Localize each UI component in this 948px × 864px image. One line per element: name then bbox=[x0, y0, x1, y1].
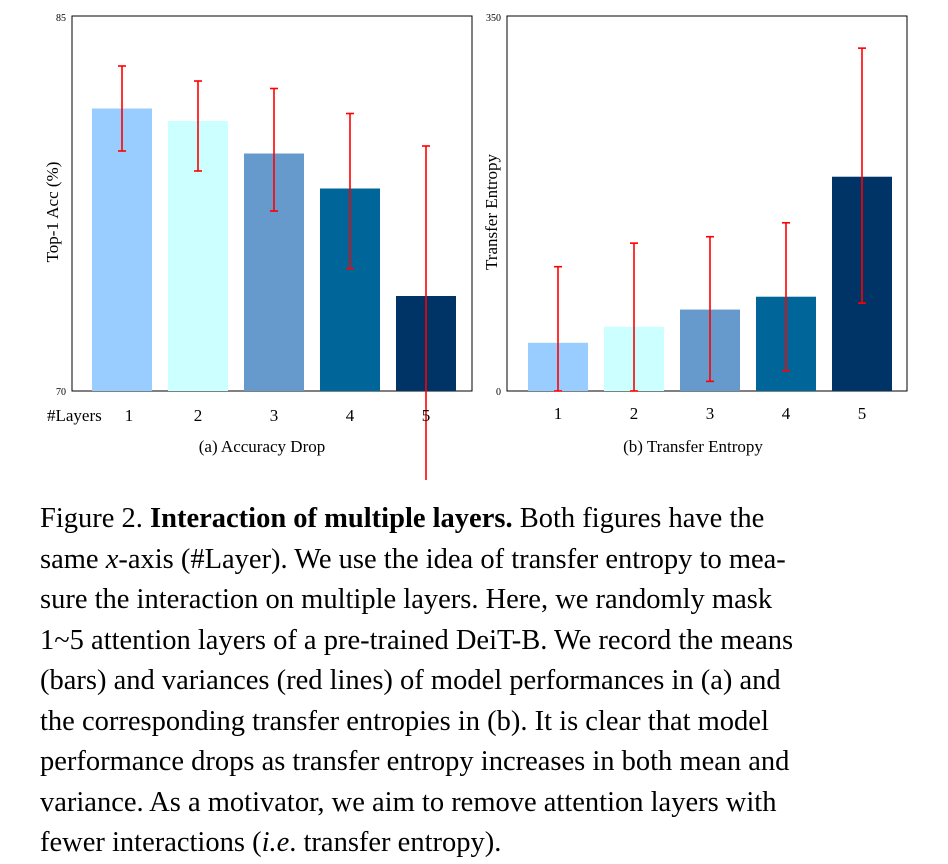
y-tick-bottom: 70 bbox=[56, 387, 66, 398]
x-axis-label: #Layers bbox=[47, 406, 102, 425]
subcaption-a: (a) Accuracy Drop bbox=[199, 437, 326, 456]
caption-line: the corresponding transfer entropies in … bbox=[40, 705, 769, 737]
caption-line: performance drops as transfer entropy in… bbox=[40, 746, 790, 777]
error-bar-1 bbox=[118, 65, 126, 152]
figure: 85 70 Top-1 Acc (%) #Layers 1 2 3 4 5 (a) Ac… bbox=[43, 13, 908, 480]
caption-line: (bars) and variances (red lines) of mode… bbox=[40, 665, 781, 696]
caption-line: variance. As a motivator, we aim to remo… bbox=[40, 786, 777, 818]
bar-1 bbox=[92, 108, 152, 391]
accuracy-drop-chart: 85 70 Top-1 Acc (%) #Layers 1 2 3 4 5 (a) Ac… bbox=[43, 13, 473, 480]
y-tick-bottom: 0 bbox=[496, 387, 501, 398]
x-tick-2: 2 bbox=[194, 406, 203, 425]
y-axis-label: Transfer Entropy bbox=[482, 154, 501, 270]
x-tick-3: 3 bbox=[706, 404, 715, 423]
figure-caption: Figure 2. Interaction of multiple layers… bbox=[40, 499, 910, 864]
x-tick-4: 4 bbox=[346, 406, 355, 425]
x-tick-5: 5 bbox=[422, 406, 431, 425]
caption-line: Figure 2. Interaction of multiple layers… bbox=[40, 503, 765, 534]
x-tick-3: 3 bbox=[270, 406, 279, 425]
x-tick-5: 5 bbox=[858, 404, 867, 423]
error-bar-4 bbox=[346, 112, 354, 270]
error-bar-5 bbox=[858, 47, 866, 304]
error-bar-4 bbox=[782, 221, 790, 372]
x-tick-1: 1 bbox=[554, 404, 563, 423]
error-bar-2 bbox=[630, 242, 638, 392]
error-bars bbox=[118, 65, 430, 480]
x-tick-labels: 1 2 3 4 5 bbox=[125, 406, 431, 425]
caption-line: sure the interaction on multiple layers.… bbox=[40, 584, 773, 615]
x-tick-labels: 1 2 3 4 5 bbox=[554, 404, 867, 423]
subcaption-b: (b) Transfer Entropy bbox=[623, 437, 763, 456]
error-bar-1 bbox=[554, 265, 562, 392]
y-tick-top: 350 bbox=[486, 13, 501, 24]
caption-line: fewer interactions (i.e. transfer entrop… bbox=[40, 827, 502, 858]
x-tick-4: 4 bbox=[782, 404, 791, 423]
error-bars bbox=[554, 47, 866, 392]
error-bar-5 bbox=[422, 145, 430, 480]
y-axis-label: Top-1 Acc (%) bbox=[43, 162, 62, 263]
transfer-entropy-chart: 350 0 Transfer Entropy 1 2 3 4 5 (b) Transfe… bbox=[482, 13, 908, 456]
error-bar-3 bbox=[706, 235, 714, 383]
caption-line: 1~5 attention layers of a pre-trained De… bbox=[40, 624, 794, 656]
error-bar-2 bbox=[194, 80, 202, 172]
x-tick-2: 2 bbox=[630, 404, 639, 423]
y-tick-top: 85 bbox=[56, 13, 66, 24]
x-tick-1: 1 bbox=[125, 406, 134, 425]
caption-line: same x-axis (#Layer). We use the idea of… bbox=[40, 543, 786, 575]
error-bar-3 bbox=[270, 87, 278, 212]
